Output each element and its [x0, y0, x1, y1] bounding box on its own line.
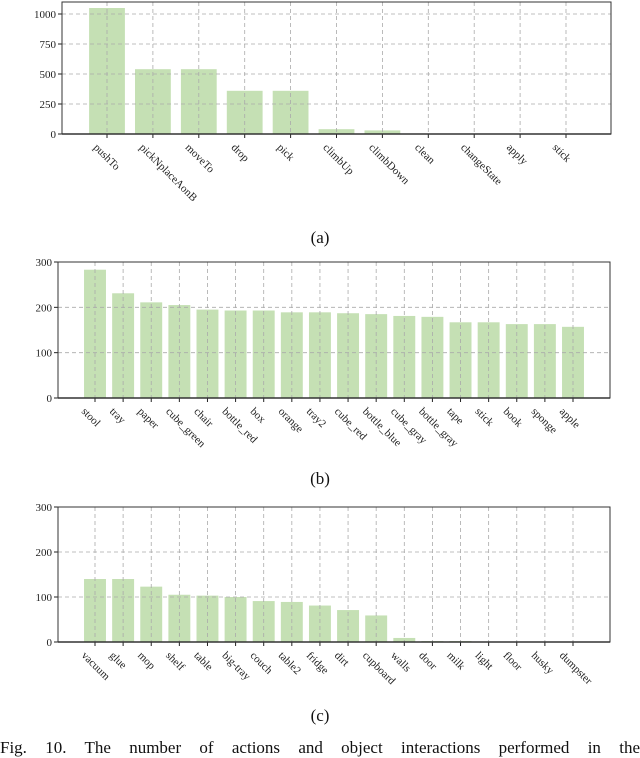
x-tick-label: paper	[135, 406, 161, 432]
y-tick-label: 0	[47, 637, 53, 649]
x-tick-label: milk	[444, 650, 467, 673]
y-tick-label: 300	[36, 257, 53, 269]
bar-pick	[272, 90, 309, 134]
bar-tray	[112, 293, 135, 398]
x-tick-label: stick	[550, 142, 574, 166]
x-tick-label: stool	[79, 406, 103, 430]
y-tick-label: 0	[51, 129, 57, 141]
bar-glue	[112, 579, 135, 642]
x-tick-label: vacuum	[79, 650, 112, 683]
y-tick-label: 200	[36, 547, 53, 559]
y-tick-label: 250	[40, 99, 57, 111]
y-tick-label: 100	[36, 348, 53, 360]
x-tick-label: floor	[501, 650, 525, 674]
y-tick-label: 200	[36, 302, 53, 314]
bar-table	[196, 595, 219, 642]
x-tick-label: dirt	[332, 650, 351, 669]
x-tick-label: tray	[107, 406, 128, 427]
x-tick-label: pushTo	[91, 142, 123, 174]
panel-label: (a)	[311, 228, 330, 247]
x-tick-label: drop	[229, 142, 252, 165]
x-tick-label: light	[473, 650, 496, 673]
x-tick-label: apply	[504, 142, 530, 168]
x-tick-label: shelf	[163, 650, 187, 674]
x-tick-label: big-tray	[219, 650, 252, 683]
bar-fridge	[308, 605, 331, 642]
x-tick-label: mop	[135, 650, 158, 673]
x-tick-label: husky	[529, 650, 556, 677]
panel-label: (c)	[311, 706, 330, 725]
panel-label: (b)	[310, 469, 330, 488]
x-tick-label: apple	[557, 406, 582, 431]
x-tick-label: moveTo	[183, 142, 217, 176]
x-tick-label: chair	[191, 406, 215, 430]
x-tick-label: book	[501, 406, 525, 430]
x-tick-label: walls	[388, 650, 413, 675]
x-tick-label: table	[191, 650, 215, 674]
y-tick-label: 0	[47, 393, 53, 405]
bar-paper	[140, 302, 163, 398]
x-tick-label: orange	[276, 406, 306, 436]
y-tick-label: 300	[36, 502, 53, 514]
figure-caption: Fig. 10. The number of actions and objec…	[0, 738, 640, 757]
x-tick-label: tape	[444, 406, 466, 428]
bar-pushTo	[89, 8, 125, 134]
x-tick-label: clean	[412, 142, 437, 167]
bar-bottle_gray	[421, 316, 444, 398]
x-tick-label: table2	[276, 650, 303, 677]
x-tick-label: climbDown	[366, 142, 412, 188]
x-tick-label: climbUp	[320, 142, 356, 178]
x-tick-label: fridge	[304, 650, 331, 677]
y-tick-label: 500	[40, 69, 57, 81]
x-tick-label: changeState	[458, 142, 504, 188]
bar-vacuum	[84, 579, 106, 642]
x-tick-label: dumpster	[557, 650, 595, 688]
bar-climbDown	[364, 130, 401, 134]
x-tick-label: sponge	[529, 406, 560, 437]
y-tick-label: 1000	[34, 9, 57, 21]
x-tick-label: box	[248, 406, 269, 427]
bar-walls	[393, 637, 416, 642]
bar-shelf	[168, 594, 191, 642]
bar-drop	[226, 90, 263, 134]
y-tick-label: 100	[36, 592, 53, 604]
x-tick-label: stick	[473, 406, 497, 430]
x-tick-label: glue	[107, 650, 129, 672]
x-tick-label: door	[416, 650, 439, 673]
y-tick-label: 750	[40, 39, 57, 51]
bar-cube_green	[168, 305, 191, 398]
x-tick-label: pick	[274, 142, 296, 164]
x-tick-label: tray2	[304, 406, 328, 430]
